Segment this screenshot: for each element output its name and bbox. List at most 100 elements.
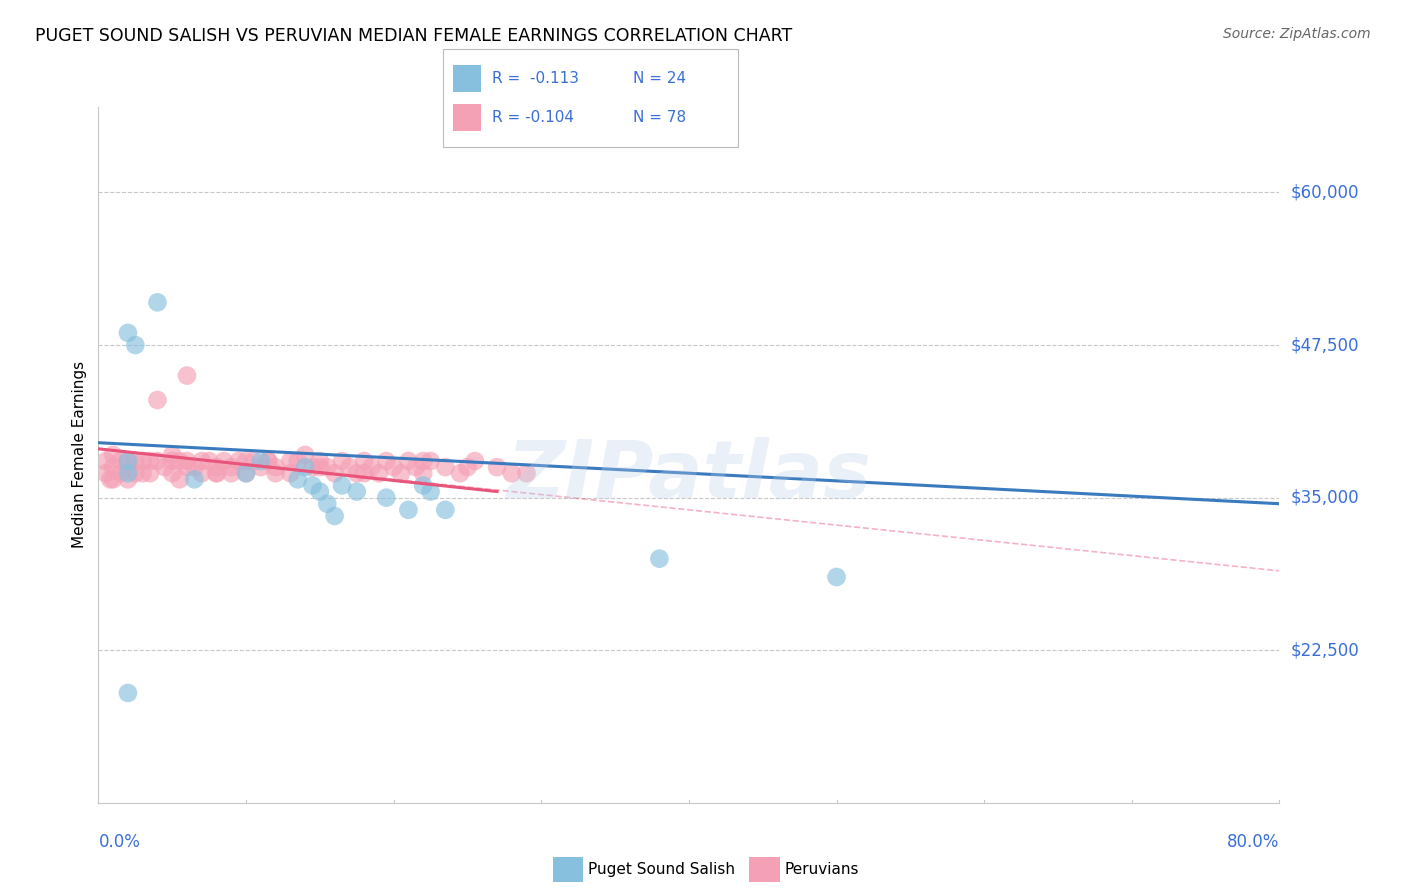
Text: $35,000: $35,000 — [1291, 489, 1360, 507]
Text: PUGET SOUND SALISH VS PERUVIAN MEDIAN FEMALE EARNINGS CORRELATION CHART: PUGET SOUND SALISH VS PERUVIAN MEDIAN FE… — [35, 27, 793, 45]
Point — [419, 484, 441, 499]
Point — [117, 472, 139, 486]
Point — [117, 686, 139, 700]
Point — [396, 503, 419, 517]
Point — [316, 460, 339, 475]
Point — [103, 448, 125, 462]
Point — [117, 467, 139, 481]
Point — [330, 454, 353, 468]
Point — [316, 497, 339, 511]
Point — [219, 467, 242, 481]
Point — [264, 460, 287, 475]
Point — [375, 491, 398, 505]
Point — [162, 467, 183, 481]
Point — [250, 454, 273, 468]
Point — [301, 478, 323, 492]
Point — [139, 467, 162, 481]
Point — [294, 448, 316, 462]
Point — [287, 454, 309, 468]
Point — [456, 460, 478, 475]
Point — [146, 295, 169, 310]
Point — [294, 460, 316, 475]
Point — [103, 472, 125, 486]
Point — [139, 454, 162, 468]
Point — [103, 460, 125, 475]
Point — [375, 454, 398, 468]
Text: 80.0%: 80.0% — [1227, 833, 1279, 851]
Point — [124, 454, 146, 468]
Point — [153, 460, 176, 475]
Point — [132, 467, 155, 481]
Text: N = 78: N = 78 — [633, 111, 686, 125]
Point — [434, 460, 457, 475]
Point — [323, 467, 346, 481]
Point — [132, 454, 155, 468]
Point — [515, 467, 537, 481]
Point — [183, 460, 205, 475]
Text: Peruvians: Peruvians — [785, 863, 859, 877]
Point — [124, 338, 146, 352]
Point — [94, 454, 117, 468]
Point — [368, 467, 391, 481]
Point — [323, 508, 346, 523]
Text: R = -0.104: R = -0.104 — [492, 111, 574, 125]
Point — [360, 460, 382, 475]
Point — [287, 472, 309, 486]
Point — [419, 454, 441, 468]
Point — [110, 467, 132, 481]
Point — [117, 326, 139, 340]
Point — [219, 460, 242, 475]
Point — [301, 460, 323, 475]
Point — [412, 478, 434, 492]
Point — [162, 448, 183, 462]
Point — [353, 467, 375, 481]
Point — [264, 467, 287, 481]
Point — [257, 454, 280, 468]
Point — [382, 460, 405, 475]
Text: R =  -0.113: R = -0.113 — [492, 71, 579, 86]
Point — [434, 503, 457, 517]
Text: Source: ZipAtlas.com: Source: ZipAtlas.com — [1223, 27, 1371, 41]
Point — [176, 368, 198, 383]
Point — [405, 460, 427, 475]
Point — [825, 570, 848, 584]
Point — [183, 472, 205, 486]
Point — [309, 454, 332, 468]
Point — [212, 454, 235, 468]
Point — [162, 454, 183, 468]
Point — [176, 454, 198, 468]
Point — [346, 467, 368, 481]
Text: 0.0%: 0.0% — [98, 833, 141, 851]
Point — [278, 467, 302, 481]
Point — [146, 454, 169, 468]
Point — [235, 467, 257, 481]
Point — [117, 454, 139, 468]
Point — [464, 454, 486, 468]
Point — [330, 478, 353, 492]
Point — [396, 454, 419, 468]
Point — [501, 467, 523, 481]
Point — [191, 467, 214, 481]
Point — [337, 460, 360, 475]
Point — [346, 484, 368, 499]
Point — [176, 460, 198, 475]
Point — [124, 467, 146, 481]
Point — [235, 467, 257, 481]
Point — [94, 467, 117, 481]
Text: $22,500: $22,500 — [1291, 641, 1360, 659]
Point — [117, 460, 139, 475]
Text: $47,500: $47,500 — [1291, 336, 1360, 354]
Point — [205, 460, 228, 475]
Point — [309, 484, 332, 499]
Point — [169, 472, 191, 486]
Point — [110, 454, 132, 468]
Text: Puget Sound Salish: Puget Sound Salish — [588, 863, 735, 877]
Point — [257, 454, 280, 468]
Text: N = 24: N = 24 — [633, 71, 686, 86]
Point — [191, 454, 214, 468]
Point — [389, 467, 412, 481]
Point — [412, 467, 434, 481]
Point — [146, 392, 169, 407]
Point — [242, 454, 264, 468]
Point — [198, 454, 221, 468]
